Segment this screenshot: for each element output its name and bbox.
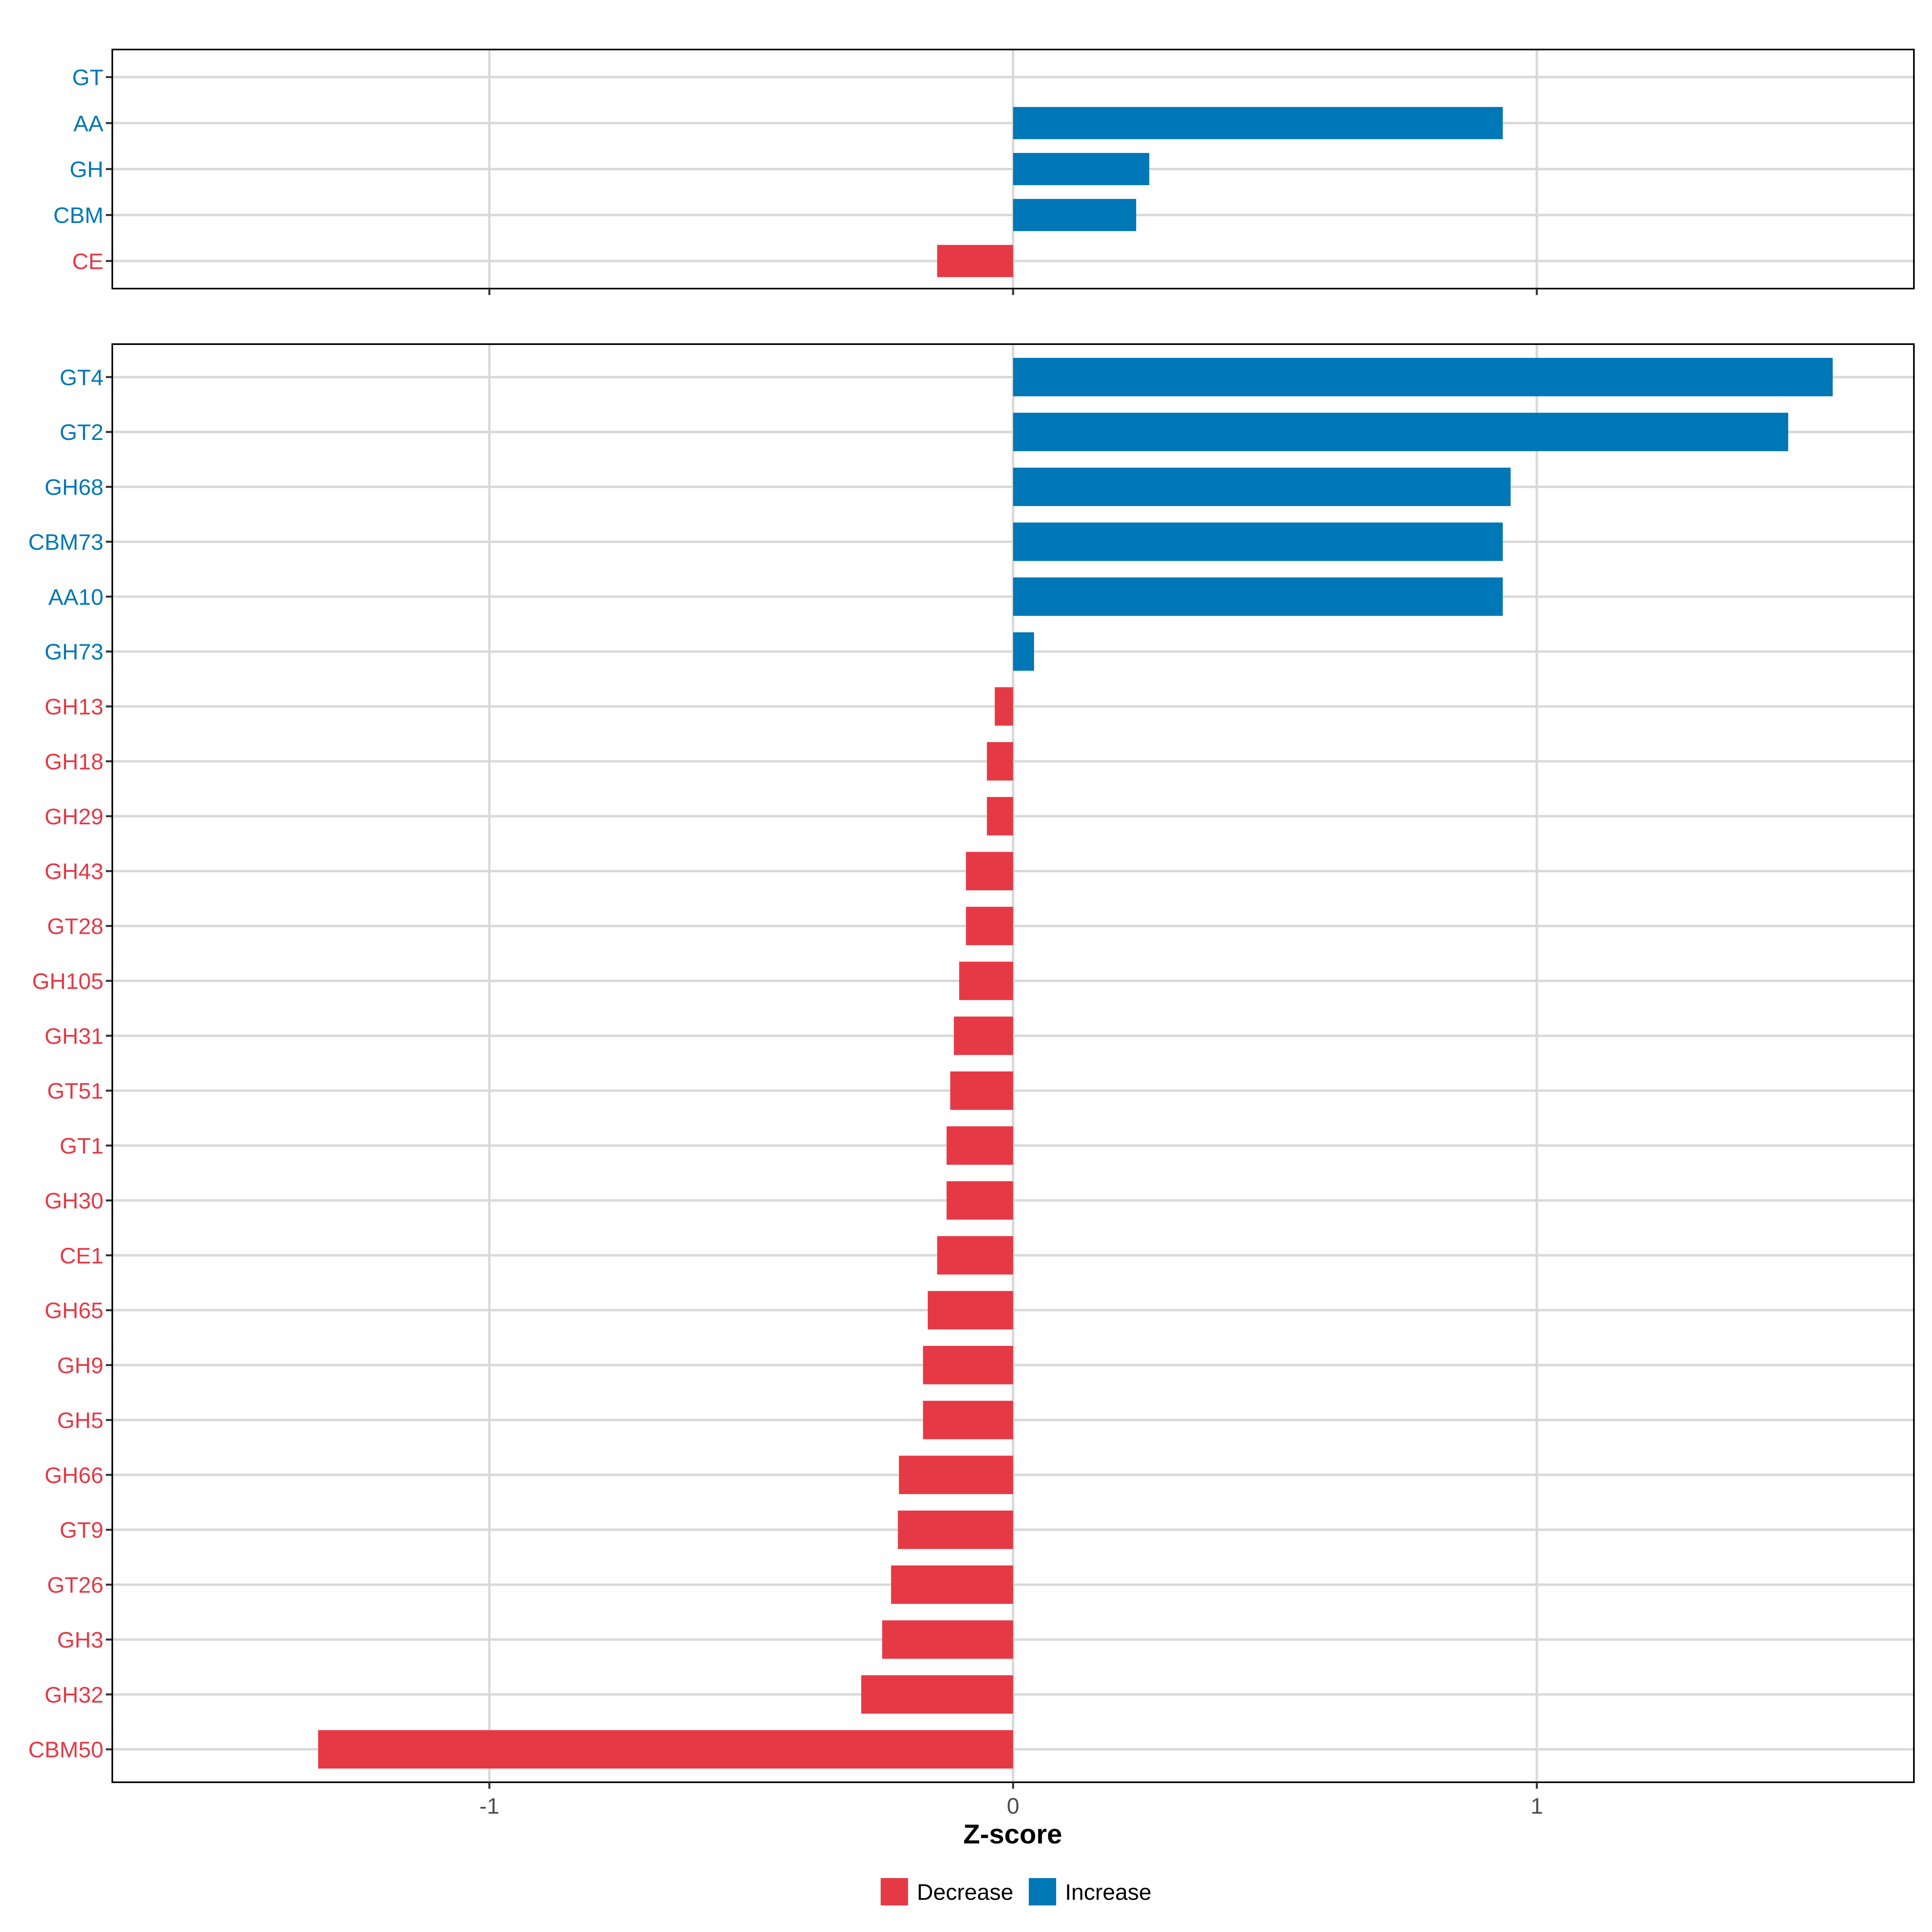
bar <box>898 1510 1013 1549</box>
category-label: GH66 <box>45 1462 103 1488</box>
bar <box>1013 107 1503 139</box>
bar <box>1013 199 1136 231</box>
category-label: GH43 <box>45 859 103 884</box>
category-label: CE <box>72 248 103 274</box>
category-label: GT4 <box>60 365 103 390</box>
bar <box>946 1181 1013 1220</box>
category-label: GH9 <box>57 1353 103 1378</box>
category-label: GT1 <box>60 1133 103 1158</box>
category-label: GH18 <box>45 749 103 774</box>
category-label: GT28 <box>47 914 103 939</box>
bar <box>1013 467 1511 506</box>
legend-swatch-decrease <box>881 1878 908 1905</box>
bar <box>923 1346 1013 1385</box>
bar <box>946 1126 1013 1165</box>
bar <box>966 906 1013 945</box>
category-label: GH <box>70 157 103 182</box>
category-label: GH5 <box>57 1408 103 1433</box>
bar <box>959 962 1013 1000</box>
bar <box>861 1675 1013 1714</box>
bar <box>937 1236 1013 1275</box>
bar <box>1013 413 1788 451</box>
bar <box>1013 577 1503 616</box>
panel-2: GT4 GT2 GH68 CBM73 AA10 GH73 GH13 GH18 GH29 GH43 G… <box>28 343 1915 1789</box>
bar <box>954 1016 1013 1055</box>
bar <box>966 852 1013 890</box>
bar <box>1013 522 1503 561</box>
bar <box>987 797 1013 836</box>
x-tick-label: -1 <box>479 1793 500 1818</box>
bar <box>1013 358 1833 396</box>
category-label: CBM <box>54 202 103 228</box>
legend-label-decrease: Decrease <box>917 1879 1013 1905</box>
category-label: AA10 <box>48 584 103 609</box>
bar <box>923 1401 1013 1439</box>
category-label: CE1 <box>60 1243 103 1268</box>
bar <box>318 1730 1013 1769</box>
x-tick-label: 1 <box>1531 1793 1543 1818</box>
category-label: GH68 <box>45 475 103 500</box>
category-label: CBM73 <box>28 529 103 555</box>
bar <box>899 1455 1013 1494</box>
panel-1: GT AA GH CBM CE <box>54 49 1915 295</box>
category-label: CBM50 <box>28 1737 103 1762</box>
category-label: GH13 <box>45 694 103 719</box>
category-label: GH32 <box>45 1682 103 1707</box>
category-label: GH31 <box>45 1023 103 1049</box>
bar <box>995 687 1013 726</box>
bar <box>891 1565 1013 1604</box>
category-label: GT2 <box>60 419 103 445</box>
bar <box>927 1291 1013 1329</box>
bar <box>987 742 1013 781</box>
category-label: GT26 <box>47 1572 103 1598</box>
category-label: GH3 <box>57 1627 103 1652</box>
legend-swatch-increase <box>1029 1878 1056 1905</box>
category-label: GH65 <box>45 1298 103 1323</box>
legend-label-increase: Increase <box>1065 1879 1152 1905</box>
x-tick-label: 0 <box>1007 1793 1019 1818</box>
category-label: GH73 <box>45 639 103 665</box>
category-label: AA <box>73 111 103 136</box>
x-axis-title: Z-score <box>963 1819 1062 1849</box>
bar <box>950 1071 1013 1110</box>
bar <box>882 1620 1013 1659</box>
category-label: GT51 <box>47 1078 103 1104</box>
bar <box>1013 632 1034 671</box>
bar <box>937 245 1013 277</box>
category-label: GH30 <box>45 1188 103 1213</box>
category-label: GH29 <box>45 804 103 829</box>
category-label: GT9 <box>60 1517 103 1543</box>
category-label: GH105 <box>32 968 103 994</box>
category-label: GT <box>72 65 103 90</box>
bar <box>1013 153 1150 185</box>
